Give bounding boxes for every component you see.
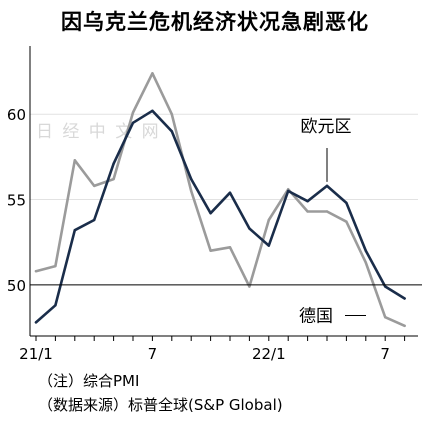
germany-point (384, 316, 387, 319)
germany-point (325, 210, 329, 213)
footnote-source: （数据来源）标普全球(S&P Global) (38, 396, 283, 414)
eurozone-point (248, 227, 251, 230)
eurozone-point (364, 249, 367, 252)
germany-point (364, 261, 367, 264)
germany-point (267, 218, 270, 222)
series-germany (34, 72, 406, 328)
y-tick-label: 55 (7, 192, 26, 210)
eurozone-point (403, 297, 406, 300)
germany-point (73, 159, 77, 162)
germany-point (209, 249, 212, 252)
y-tick-label: 50 (7, 277, 26, 295)
germany-point (93, 184, 96, 188)
watermark-text: 日 经 中 文 网 (36, 122, 161, 142)
eurozone-point (151, 109, 154, 113)
eurozone-point (306, 200, 309, 203)
eurozone-point (54, 304, 57, 307)
x-tick-label: 22/1 (252, 345, 286, 363)
eurozone-point (131, 121, 135, 124)
eurozone-point (267, 244, 270, 247)
eurozone-point (287, 189, 290, 193)
eurozone-point (345, 201, 348, 205)
eurozone-point (209, 211, 212, 215)
eurozone-point (93, 218, 96, 222)
x-tick-label: 7 (380, 345, 390, 363)
germany-point (228, 246, 232, 249)
germany-point (190, 189, 193, 193)
chart-title: 因乌克兰危机经济状况急剧恶化 (61, 10, 369, 34)
y-axis: 50 55 60 (7, 106, 26, 295)
eurozone-point (34, 321, 38, 324)
germany-point (345, 220, 348, 223)
footnote-note: （注）综合PMI (38, 372, 140, 390)
eurozone-point (190, 177, 193, 181)
y-tick-label: 60 (7, 106, 26, 124)
series-eurozone (34, 109, 406, 324)
watermark: 日 经 中 文 网 (36, 122, 161, 142)
x-tick-label: 7 (148, 345, 158, 363)
eurozone-point (112, 162, 115, 165)
x-axis: 21/1 7 22/1 7 (19, 46, 418, 363)
eurozone-point (228, 191, 232, 194)
germany-point (54, 264, 57, 268)
germany-point (306, 210, 309, 213)
eurozone-point (170, 130, 173, 133)
eurozone-label: 欧元区 (301, 117, 352, 137)
germany-point (131, 111, 135, 114)
eurozone-line (34, 109, 406, 324)
germany-point (112, 177, 115, 181)
germany-point (34, 269, 38, 273)
germany-point (170, 113, 173, 116)
eurozone-point (325, 184, 329, 188)
germany-point (403, 324, 406, 327)
eurozone-point (73, 229, 77, 232)
germany-line (34, 72, 406, 328)
germany-point (248, 285, 251, 288)
germany-label: 德国 (299, 307, 333, 327)
x-tick-label: 21/1 (19, 345, 53, 363)
germany-point (151, 72, 154, 75)
eurozone-point (384, 285, 387, 288)
